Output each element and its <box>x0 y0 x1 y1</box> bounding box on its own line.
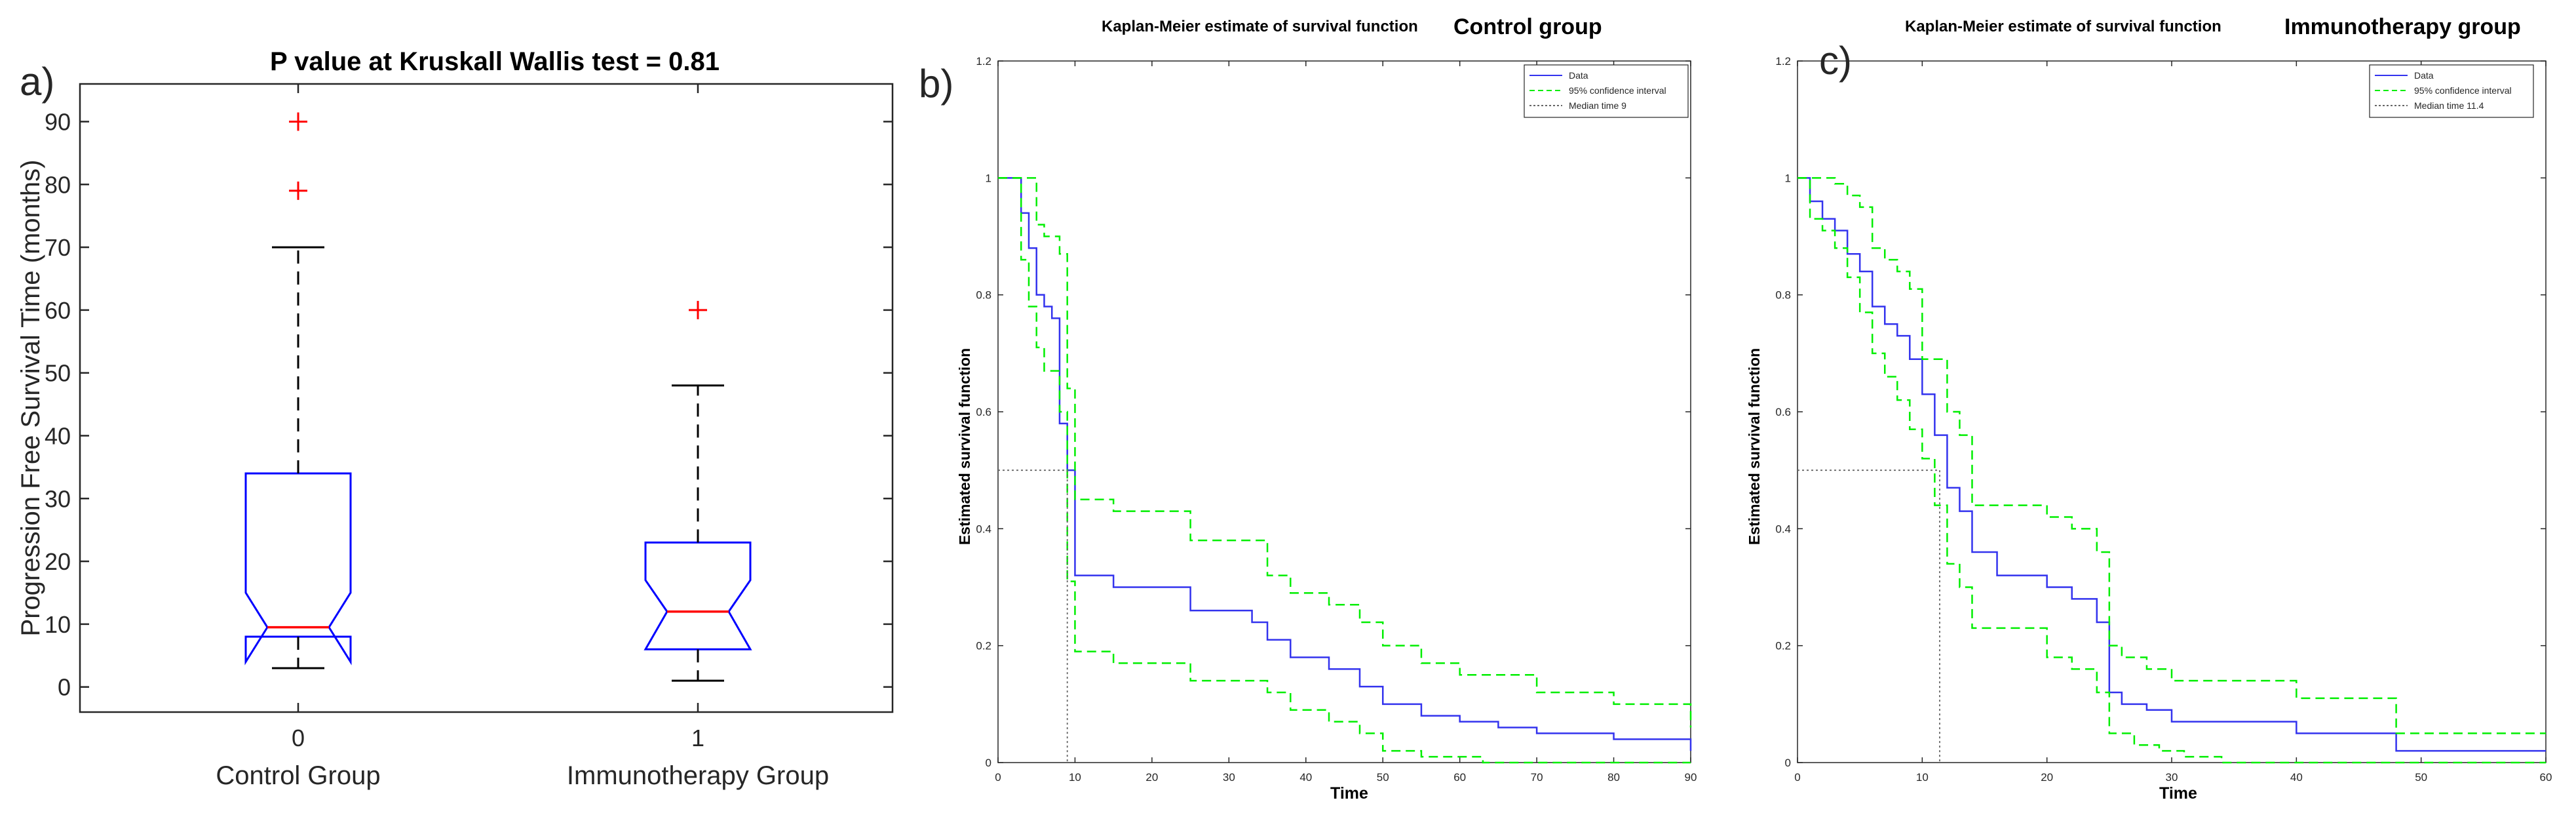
box-y-tick-label: 90 <box>45 108 71 135</box>
km-b-x-tick-label: 60 <box>1453 771 1466 784</box>
km-c-y-tick-label: 1.2 <box>1775 55 1791 68</box>
box-y-tick-label: 30 <box>45 485 71 512</box>
box-y-tick-label: 80 <box>45 171 71 198</box>
box-y-tick-label: 50 <box>45 360 71 387</box>
km-c-y-tick-label: 0 <box>1785 757 1791 769</box>
panel-a: a) P value at Kruskall Wallis test = 0.8… <box>16 47 894 790</box>
panel-label-a: a) <box>20 60 54 104</box>
km-c-title: Kaplan-Meier estimate of survival functi… <box>1905 18 2221 35</box>
km-c-legend: Data 95% confidence interval Median time 1… <box>2369 64 2534 118</box>
km-b-x-tick-label: 30 <box>1223 771 1235 784</box>
km-b-legend-entry: Data <box>1569 70 1588 81</box>
box-group-label: Immunotherapy Group <box>567 761 829 790</box>
box-x-ticks: 0 Control Group 1 Immunotherapy Group <box>216 84 829 790</box>
km-b-y-tick-label: 0 <box>986 757 991 769</box>
km-c-y-tick-label: 0.6 <box>1775 406 1791 418</box>
box-y-tick-label: 20 <box>45 548 71 575</box>
box-y-tick-label: 60 <box>45 297 71 324</box>
km-c-y-axis-label: Estimated survival function <box>1746 348 1763 545</box>
km-b-x-tick-label: 50 <box>1377 771 1389 784</box>
box-y-axis-label: Progression Free Survival Time (months) <box>16 160 45 637</box>
km-b-x-tick-label: 0 <box>995 771 1001 784</box>
km-b-title: Kaplan-Meier estimate of survival functi… <box>1102 18 1418 35</box>
box-y-ticks: 0 10 20 30 40 50 60 70 80 90 <box>45 108 893 701</box>
km-c-x-tick-label: 10 <box>1916 771 1929 784</box>
km-c-ci-lower <box>1797 177 2546 764</box>
box-y-tick-label: 10 <box>45 611 71 638</box>
km-c-x-tick-label: 20 <box>2041 771 2053 784</box>
box-body <box>644 541 752 650</box>
box-groups <box>244 112 752 682</box>
km-c-x-tick-label: 50 <box>2415 771 2427 784</box>
box-chart-title: P value at Kruskall Wallis test = 0.81 <box>270 47 720 76</box>
km-c-y-tick-label: 1 <box>1785 172 1791 184</box>
box-outlier <box>289 112 307 131</box>
box-y-tick-label: 40 <box>45 422 71 449</box>
km-c-y-tick-label: 0.8 <box>1775 289 1791 302</box>
km-c-ci-upper <box>1797 177 2546 734</box>
box-y-tick-label: 70 <box>45 234 71 261</box>
box-x-tick-label: 1 <box>691 725 704 751</box>
km-b-y-axis-label: Estimated survival function <box>956 348 973 545</box>
box-outlier <box>689 300 707 319</box>
km-c-group-label: Immunotherapy group <box>2284 14 2521 39</box>
km-c-legend-entry: Median time 11.4 <box>2414 100 2484 111</box>
km-b-y-tick-label: 1.2 <box>976 55 991 68</box>
km-c-plot: 0 10 20 30 40 50 60 0 0.2 0.4 0.6 0.8 1 1.2 Data 95% co… <box>1775 55 2552 784</box>
km-b-y-tick-label: 0.6 <box>976 406 991 418</box>
km-b-y-tick-label: 1 <box>986 172 991 184</box>
box-outlier <box>289 181 307 200</box>
panel-c: c) Kaplan-Meier estimate of survival fun… <box>1746 14 2552 803</box>
km-b-x-tick-label: 80 <box>1607 771 1620 784</box>
km-b-legend: Data 95% confidence interval Median time 9 <box>1524 64 1689 118</box>
km-c-x-tick-label: 30 <box>2166 771 2178 784</box>
km-b-survival-curve <box>998 177 1692 751</box>
km-b-ci-upper <box>998 177 1692 728</box>
km-c-y-tick-label: 0.4 <box>1775 523 1791 535</box>
km-b-group-label: Control group <box>1453 14 1602 39</box>
box-y-tick-label: 0 <box>58 674 71 701</box>
box-x-tick-label: 0 <box>292 725 305 751</box>
km-c-x-tick-label: 0 <box>1794 771 1800 784</box>
km-b-ci-lower <box>998 177 1691 764</box>
km-b-legend-entry: Median time 9 <box>1569 100 1626 111</box>
km-b-x-axis-label: Time <box>1330 784 1368 803</box>
km-b-x-tick-label: 20 <box>1145 771 1158 784</box>
km-c-y-tick-label: 0.2 <box>1775 640 1791 652</box>
box-body <box>244 472 352 666</box>
km-b-y-tick-label: 0.2 <box>976 640 991 652</box>
km-c-x-axis-label: Time <box>2159 784 2197 803</box>
km-b-x-tick-label: 40 <box>1299 771 1312 784</box>
km-b-x-tick-label: 70 <box>1531 771 1543 784</box>
km-b-plot: 0 10 20 30 40 50 60 70 80 90 0 0.2 0.4 0.6 0.8 1 1.2 Data… <box>976 55 1697 784</box>
km-c-survival-curve <box>1797 177 2546 752</box>
km-b-legend-entry: 95% confidence interval <box>1569 85 1666 96</box>
km-c-x-tick-label: 40 <box>2290 771 2303 784</box>
km-c-legend-entry: 95% confidence interval <box>2414 85 2512 96</box>
km-b-x-tick-label: 90 <box>1685 771 1697 784</box>
km-c-legend-entry: Data <box>2414 70 2434 81</box>
km-b-x-tick-label: 10 <box>1069 771 1081 784</box>
km-c-legend-box <box>2369 64 2534 118</box>
box-group-label: Control Group <box>216 761 380 790</box>
box-plot-frame <box>79 83 894 713</box>
km-c-x-tick-label: 60 <box>2540 771 2552 784</box>
km-b-y-tick-label: 0.8 <box>976 289 991 302</box>
km-b-y-tick-label: 0.4 <box>976 523 991 535</box>
panel-b: b) Kaplan-Meier estimate of survival fun… <box>919 14 1697 803</box>
panel-label-b: b) <box>919 62 953 106</box>
